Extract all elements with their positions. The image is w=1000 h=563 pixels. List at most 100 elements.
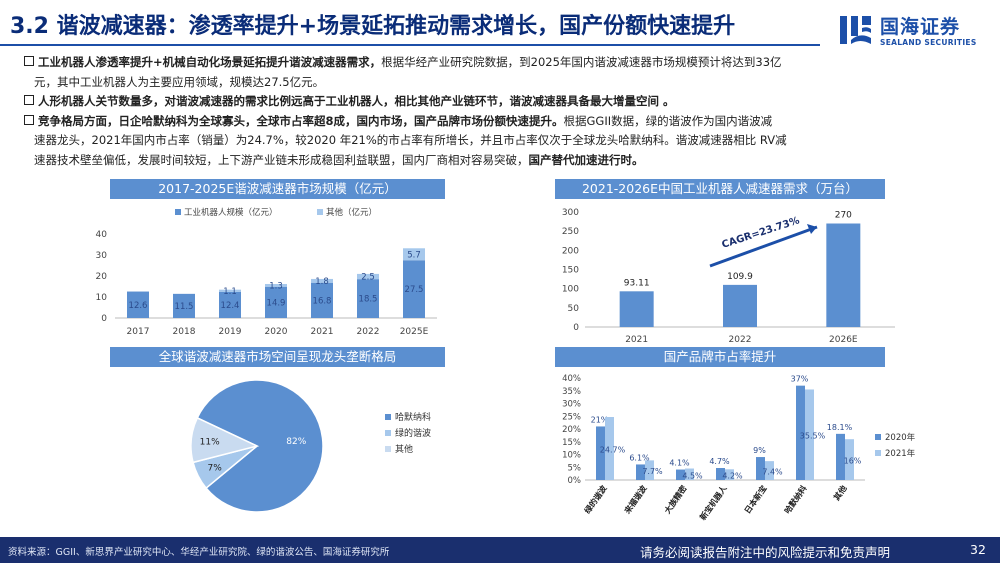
sealand-logo-icon <box>840 16 871 44</box>
bullet-1-text: 根据华经产业研究院数据，到2025年国内谐波减速器市场规模预计将达到33亿 <box>381 55 782 69</box>
x-tick-label: 2021 <box>625 335 648 345</box>
x-tick-label: 2022 <box>729 335 752 345</box>
bar-segment <box>219 289 241 292</box>
bar-segment <box>219 291 241 318</box>
bullet-2: 人形机器人关节数量多，对谐波减速器的需求比例远高于工业机器人，相比其他产业链环节… <box>24 92 980 112</box>
data-label: 14.9 <box>267 298 286 308</box>
data-label: 4.2% <box>722 472 743 481</box>
y-tick-label: 30% <box>562 400 581 410</box>
data-label: 4.1% <box>669 459 690 468</box>
data-label: 93.11 <box>624 278 650 288</box>
data-label: 24.7% <box>600 446 626 455</box>
bar-segment <box>265 286 287 318</box>
data-label: 9% <box>753 446 766 455</box>
slice-label: 82% <box>286 437 306 447</box>
y-tick-label: 0% <box>568 476 582 486</box>
x-tick-label: 来福谐波 <box>622 483 650 517</box>
bar <box>605 417 614 480</box>
data-label: 18.5 <box>359 295 378 305</box>
y-tick-label: 0 <box>573 323 579 333</box>
bullet-3-text: 根据GGII数据，绿的谐波作为国内谐波减 <box>563 113 773 128</box>
logo-text-cn: 国海证券 <box>880 16 961 38</box>
legend-swatch <box>875 434 881 440</box>
chart4-title: 国产品牌市占率提升 <box>555 347 885 367</box>
bar <box>805 389 814 480</box>
y-tick-label: 200 <box>562 246 579 256</box>
bar <box>765 461 774 480</box>
y-tick-label: 5% <box>568 463 582 473</box>
disclaimer: 请务必阅读报告附注中的风险提示和免责声明 <box>640 545 891 560</box>
x-tick-label: 2022 <box>357 327 380 337</box>
y-tick-label: 40% <box>562 374 581 384</box>
bar-segment <box>265 283 287 287</box>
data-label: 18.1% <box>827 423 853 432</box>
legend-swatch <box>317 209 323 215</box>
y-tick-label: 10% <box>562 451 581 461</box>
y-tick-label: 250 <box>562 227 579 237</box>
bullet-3-cont-2: 速器技术壁垒偏低，发展时间较短，上下游产业链未形成稳固利益联盟，国内厂商相对容易… <box>24 151 980 171</box>
bar <box>685 468 694 480</box>
legend-swatch <box>385 446 391 452</box>
y-tick-label: 0 <box>101 314 107 324</box>
x-tick-label: 2018 <box>173 327 196 337</box>
data-label: 1.1 <box>223 287 237 297</box>
x-tick-label: 哈默纳科 <box>782 483 809 515</box>
bar <box>826 223 861 327</box>
market-size-chart: 0 10 20 30 40 工业机器人规模（亿元） 其他（亿元） 12.6 2017 11.5 20… <box>96 207 437 337</box>
data-label: 270 <box>835 211 852 221</box>
chart2-title: 2021-2026E中国工业机器人减速器需求（万台） <box>555 179 885 199</box>
bullet-1-cont: 元，其中工业机器人为主要应用领域，规模达27.5亿元。 <box>34 74 325 89</box>
data-label: 109.9 <box>727 272 753 282</box>
data-label: 11.5 <box>175 302 194 312</box>
y-tick-label: 15% <box>562 438 581 448</box>
legend-swatch <box>385 414 391 420</box>
legend-label: 2021年 <box>885 448 916 459</box>
y-tick-label: 10 <box>96 293 108 303</box>
data-label: 16% <box>844 457 862 466</box>
data-label: 1.3 <box>269 281 283 291</box>
bar <box>596 426 605 480</box>
bar <box>636 464 645 480</box>
bullet-2-bold: 人形机器人关节数量多，对谐波减速器的需求比例远高于工业机器人，相比其他产业链环节… <box>38 94 675 108</box>
bar <box>836 433 845 480</box>
bar <box>845 439 854 480</box>
x-tick-label: 其他 <box>831 483 848 502</box>
legend-label: 绿的谐波 <box>395 427 431 439</box>
data-label: 35.5% <box>800 432 826 441</box>
data-label: 12.6 <box>129 301 148 311</box>
checkbox-bullet-icon <box>24 114 34 125</box>
bar-segment <box>403 248 425 261</box>
bullet-3-bold: 竞争格局方面，日企哈默纳科为全球寡头，全球市占率超8成，国内市场，国产品牌市场份… <box>38 113 564 128</box>
x-tick-label: 绿的谐波 <box>582 483 609 516</box>
bar <box>756 457 765 480</box>
y-tick-label: 150 <box>562 266 579 276</box>
y-tick-label: 40 <box>96 230 108 240</box>
data-label: 1.8 <box>315 277 329 287</box>
y-tick-label: 100 <box>562 285 579 295</box>
bar <box>676 469 685 480</box>
slice-label: 7% <box>208 464 223 474</box>
bar-segment <box>173 293 195 318</box>
data-label: 27.5 <box>405 285 424 295</box>
data-label: 7.4% <box>762 468 783 477</box>
legend-label: 工业机器人规模（亿元） <box>184 207 278 218</box>
bullet-3-cont-text: 速器技术壁垒偏低，发展时间较短，上下游产业链未形成稳固利益联盟，国内厂商相对容易… <box>34 152 529 167</box>
bar-segment <box>127 291 149 318</box>
data-label: 5.7 <box>407 250 421 260</box>
y-tick-label: 25% <box>562 412 581 422</box>
data-label: 12.4 <box>221 301 240 311</box>
y-tick-label: 50 <box>568 304 580 314</box>
legend-label: 哈默纳科 <box>395 411 431 423</box>
y-tick-label: 20% <box>562 425 581 435</box>
reducer-demand-chart: 0 50 100 150 200 250 300 93.11 2021 109.9 2022 270 2… <box>562 208 895 345</box>
data-label: 7.7% <box>642 467 663 476</box>
bar-segment <box>403 260 425 318</box>
x-tick-label: 新宝机器人 <box>698 483 730 522</box>
chart3-title: 全球谐波减速器市场空间呈现龙头垄断格局 <box>110 347 445 367</box>
data-label: 2.5 <box>361 273 375 283</box>
bar <box>723 284 757 327</box>
bullet-section: 工业机器人渗透率提升+机械自动化场景延拓提升谐波减速器需求，根据华经产业研究院数… <box>24 53 980 170</box>
chart1-title: 2017-2025E谐波减速器市场规模（亿元） <box>110 179 445 199</box>
bar-segment <box>357 279 379 318</box>
data-label: 4.7% <box>709 457 730 466</box>
